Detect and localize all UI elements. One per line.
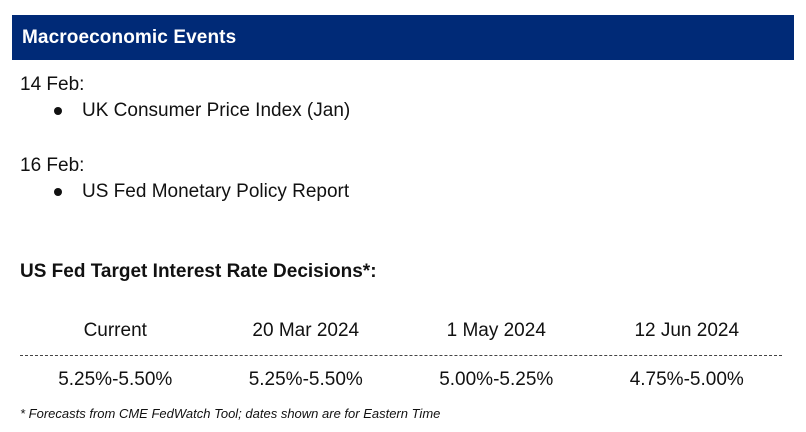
bullet-icon: [54, 188, 62, 196]
rates-value-row: 5.25%-5.50% 5.25%-5.50% 5.00%-5.25% 4.75…: [20, 369, 782, 391]
rate-value: 4.75%-5.00%: [629, 369, 744, 390]
event-item-label: UK Consumer Price Index (Jan): [82, 100, 351, 121]
footnote: * Forecasts from CME FedWatch Tool; date…: [20, 406, 441, 421]
column-header: 12 Jun 2024: [634, 320, 740, 341]
table-divider: [20, 355, 782, 356]
rate-value: 5.25%-5.50%: [248, 369, 363, 390]
event-list-item: US Fed Monetary Policy Report: [54, 181, 349, 203]
column-header: 20 Mar 2024: [252, 320, 360, 341]
rate-value: 5.00%-5.25%: [439, 369, 554, 390]
rate-value: 5.25%-5.50%: [58, 369, 173, 390]
event-date: 16 Feb:: [20, 155, 85, 176]
rates-header-row: Current 20 Mar 2024 1 May 2024 12 Jun 20…: [20, 320, 782, 350]
rates-table-title: US Fed Target Interest Rate Decisions*:: [20, 261, 377, 282]
section-header-bar: Macroeconomic Events: [12, 15, 794, 60]
event-item-label: US Fed Monetary Policy Report: [82, 181, 350, 202]
section-title: Macroeconomic Events: [22, 26, 237, 48]
rates-table: Current 20 Mar 2024 1 May 2024 12 Jun 20…: [20, 320, 782, 391]
event-list-item: UK Consumer Price Index (Jan): [54, 100, 350, 122]
column-header: Current: [83, 320, 147, 341]
bullet-icon: [54, 107, 62, 115]
column-header: 1 May 2024: [446, 320, 546, 341]
event-date: 14 Feb:: [20, 74, 85, 95]
